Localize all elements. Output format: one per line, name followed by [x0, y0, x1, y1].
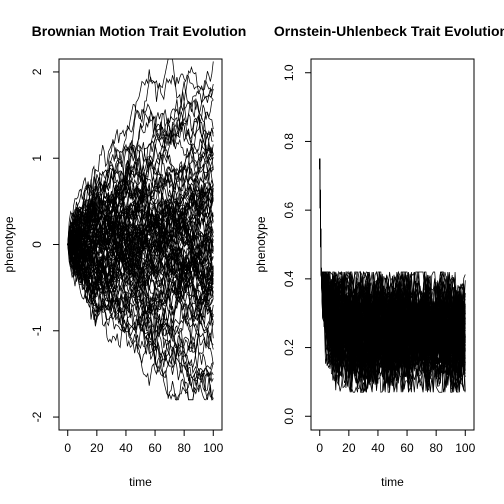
chart-panel-2: 0 20 40 60 80 100 0.0 0.2 0.4 0.6 0.8 1.0 time phenot… — [254, 23, 504, 489]
x-tick-label: 100 — [203, 441, 223, 455]
series-line-78 — [67, 184, 214, 270]
x-tick-label: 20 — [342, 441, 356, 455]
y-tick-label: 0 — [30, 241, 44, 248]
y-tick-label: 2 — [30, 68, 44, 75]
series-line-94 — [67, 244, 214, 377]
x-axis: 0 20 40 60 80 100 — [316, 429, 476, 455]
series-line-97 — [67, 143, 214, 266]
series-line-29 — [67, 225, 214, 293]
series-line-69 — [67, 243, 214, 402]
series-line-66 — [67, 226, 214, 299]
y-axis-title: phenotype — [254, 216, 268, 272]
y-tick-label: 0.6 — [282, 201, 296, 218]
series-line-100 — [319, 158, 466, 393]
x-tick-label: 80 — [429, 441, 443, 455]
y-tick-label: 1.0 — [282, 64, 296, 81]
y-tick-label: 0.8 — [282, 133, 296, 150]
x-tick-label: 40 — [119, 441, 133, 455]
series-group — [319, 158, 466, 393]
y-tick-label: 0.2 — [282, 339, 296, 356]
y-tick-label: 1 — [30, 155, 44, 162]
series-line-91 — [67, 116, 214, 272]
series-line-97 — [319, 158, 466, 379]
x-axis-title: time — [129, 475, 152, 489]
y-axis: 0.0 0.2 0.4 0.6 0.8 1.0 — [282, 64, 312, 425]
series-line-100 — [67, 160, 214, 251]
x-tick-label: 20 — [90, 441, 104, 455]
series-line-98 — [67, 239, 214, 321]
x-tick-label: 60 — [400, 441, 414, 455]
series-group — [67, 58, 214, 402]
x-axis: 0 20 40 60 80 100 — [64, 429, 224, 455]
x-tick-label: 40 — [371, 441, 385, 455]
x-tick-label: 100 — [455, 441, 475, 455]
series-line-60 — [67, 148, 214, 251]
y-tick-label: -1 — [30, 325, 44, 336]
y-tick-label: 0.0 — [282, 408, 296, 425]
x-tick-label: 60 — [148, 441, 162, 455]
series-line-81 — [67, 157, 214, 267]
chart-panel-1: 0 20 40 60 80 100 -2 -1 0 1 2 time phenotype Brownian… — [2, 23, 246, 489]
series-line-73 — [319, 158, 466, 393]
y-axis-title: phenotype — [2, 216, 16, 272]
series-line-88 — [67, 61, 214, 245]
series-line-80 — [67, 174, 214, 254]
y-axis: -2 -1 0 1 2 — [30, 68, 60, 422]
series-line-82 — [67, 205, 214, 295]
series-line-89 — [319, 158, 466, 365]
plot-title: Brownian Motion Trait Evolution — [32, 23, 247, 39]
x-axis-title: time — [381, 475, 404, 489]
y-tick-label: -2 — [30, 411, 44, 422]
y-tick-label: 0.4 — [282, 270, 296, 287]
series-line-96 — [67, 166, 214, 268]
series-line-96 — [319, 158, 466, 389]
plot-title: Ornstein-Uhlenbeck Trait Evolution — [274, 23, 504, 39]
x-tick-label: 0 — [64, 441, 71, 455]
x-tick-label: 0 — [316, 441, 323, 455]
x-tick-label: 80 — [177, 441, 191, 455]
series-line-98 — [319, 158, 466, 375]
series-line-99 — [67, 149, 214, 256]
